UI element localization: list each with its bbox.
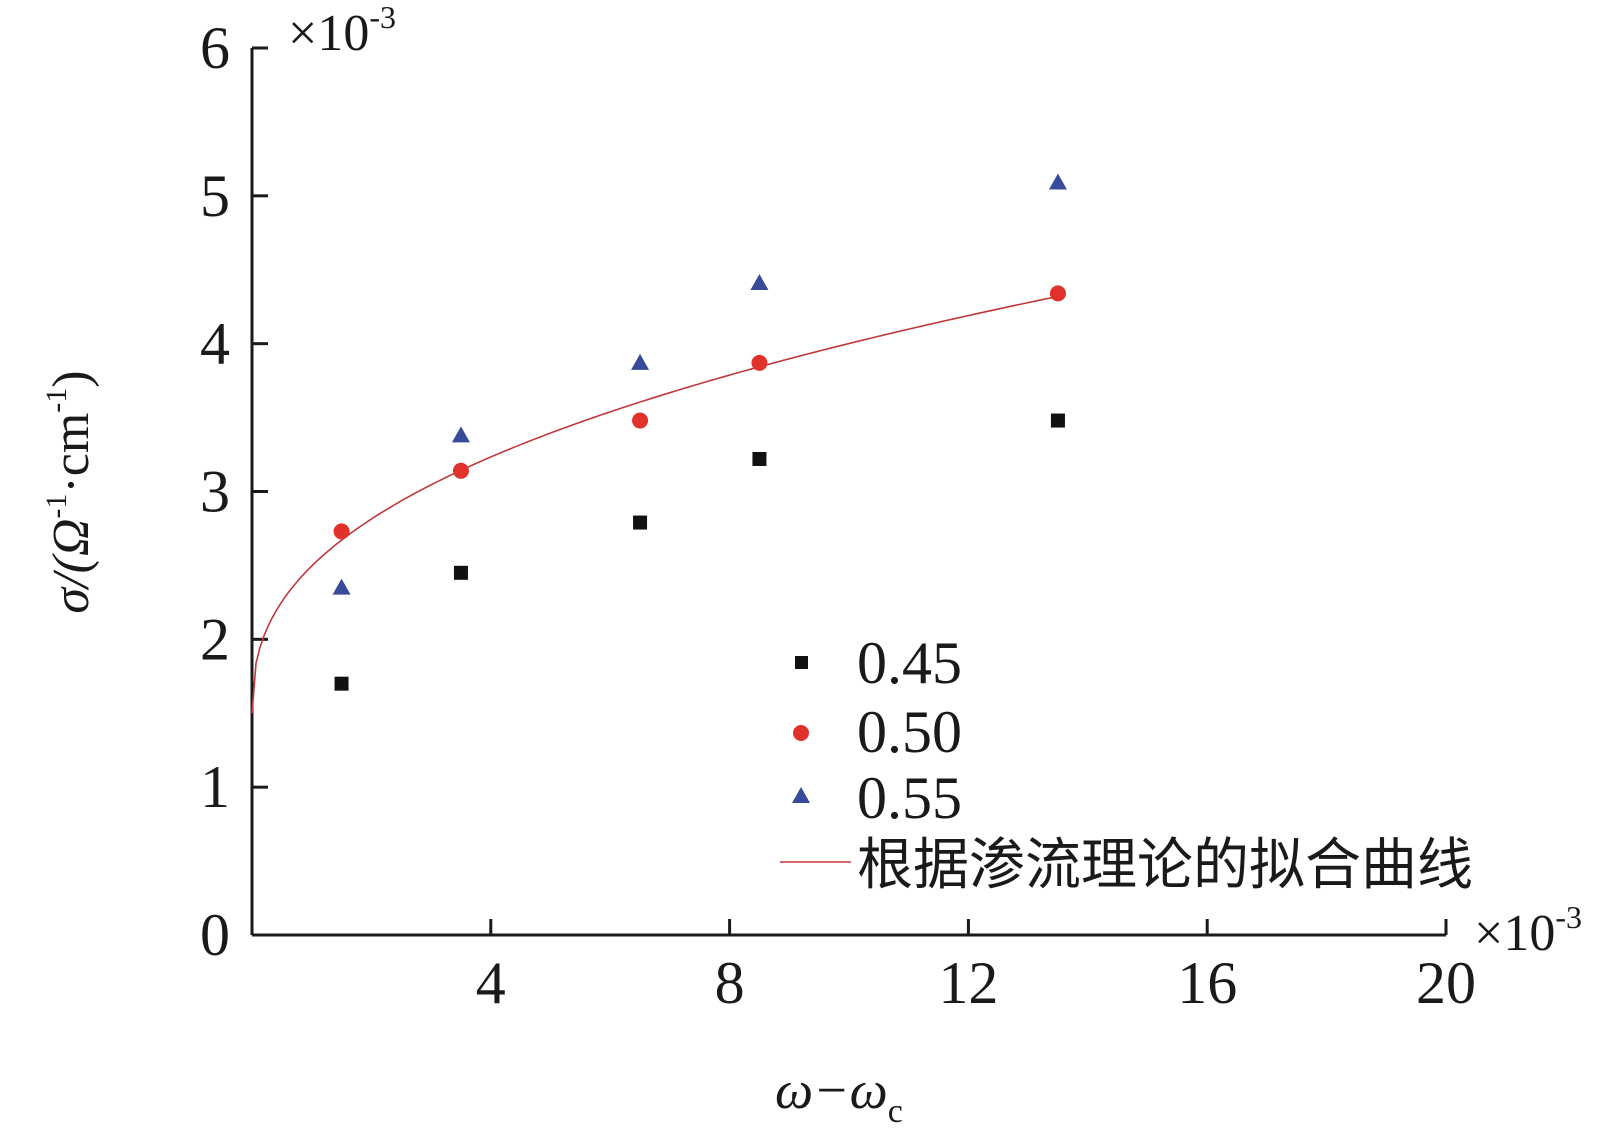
axes (250, 48, 1446, 937)
x-tick-label: 12 (938, 950, 998, 1016)
legend: 0.45 0.50 0.55 根据渗流理论的拟合曲线 (780, 630, 1473, 897)
point-0-55 (750, 274, 769, 291)
y-tick-label: 5 (200, 163, 230, 229)
point-0-50 (632, 412, 649, 429)
legend-marker-0-55 (792, 787, 810, 803)
legend-marker-0-50 (793, 725, 809, 741)
point-0-55 (451, 426, 470, 443)
point-0-45 (633, 515, 648, 530)
y-tick-label: 4 (200, 311, 230, 377)
fit-curve (251, 295, 1059, 714)
point-0-50 (452, 462, 469, 479)
point-0-50 (751, 354, 768, 371)
point-0-45 (453, 565, 468, 580)
y-axis-label: σ/(Ω-1·cm-1) (40, 370, 100, 613)
y-tick-label: 3 (200, 459, 230, 525)
point-0-55 (332, 578, 351, 595)
point-0-45 (752, 451, 767, 466)
y-tick-label: 2 (200, 606, 230, 672)
x-tick-label: 20 (1416, 950, 1476, 1016)
data-points (332, 173, 1067, 691)
point-0-55 (1048, 173, 1067, 190)
legend-label-0-45: 0.45 (857, 630, 962, 696)
x-ticks: 4 8 12 16 20 (476, 919, 1476, 1016)
legend-marker-0-45 (795, 656, 808, 669)
x-tick-label: 8 (715, 950, 745, 1016)
point-0-45 (1050, 413, 1065, 428)
y-tick-label: 1 (200, 754, 230, 820)
legend-label-0-50: 0.50 (857, 699, 962, 765)
legend-label-0-55: 0.55 (857, 765, 962, 831)
x-axis-label: ω−ωc (775, 1060, 903, 1130)
x-tick-label: 16 (1177, 950, 1237, 1016)
y-ticks: 0 1 2 3 4 5 6 (200, 15, 268, 968)
x-tick-label: 4 (476, 950, 506, 1016)
legend-label-fit: 根据渗流理论的拟合曲线 (857, 835, 1473, 897)
point-0-55 (631, 353, 650, 370)
y-tick-label: 6 (200, 15, 230, 81)
y-multiplier: ×10-3 (288, 0, 396, 62)
y-tick-label: 0 (200, 902, 230, 968)
point-0-50 (333, 523, 350, 540)
point-0-50 (1049, 285, 1066, 302)
point-0-45 (334, 676, 349, 691)
x-multiplier: ×10-3 (1474, 899, 1582, 962)
